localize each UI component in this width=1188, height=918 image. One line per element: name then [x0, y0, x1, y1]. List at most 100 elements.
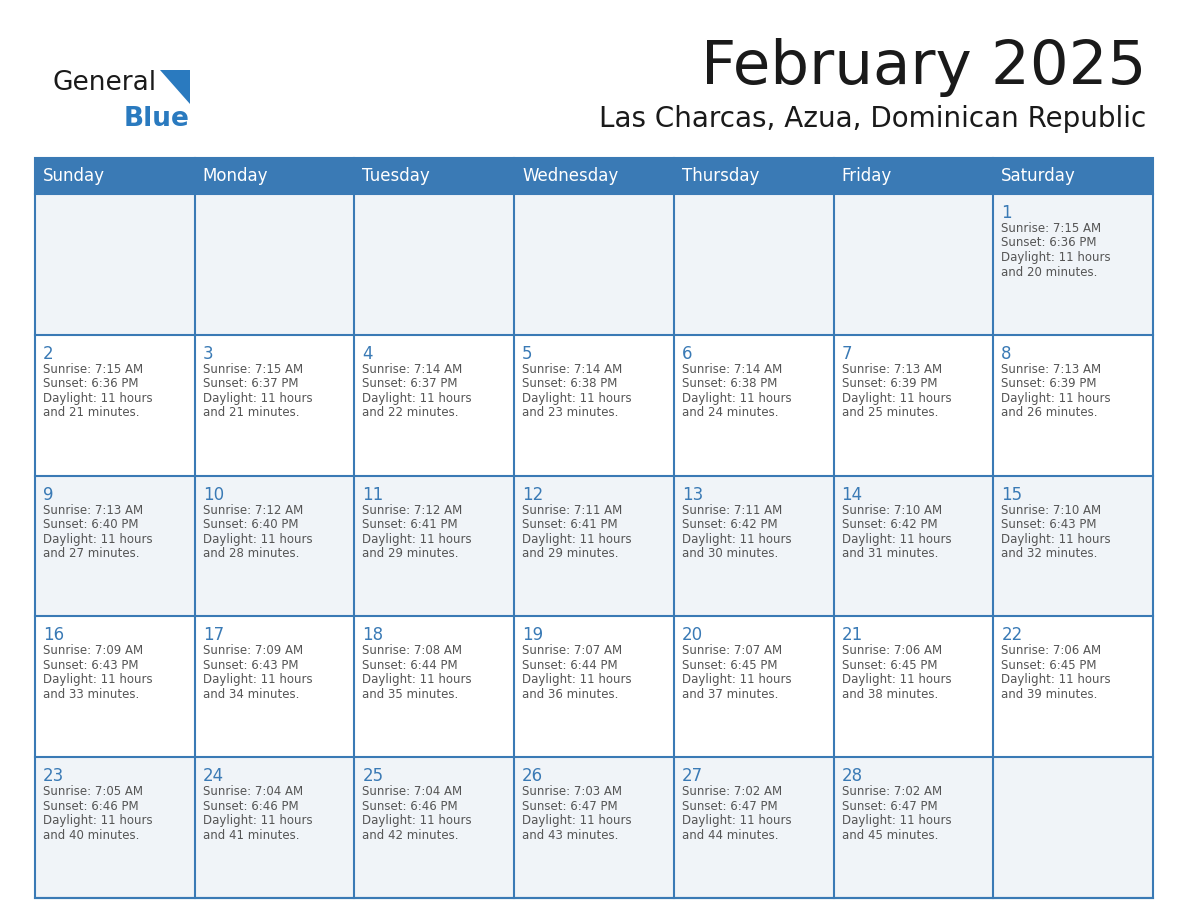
- Text: and 22 minutes.: and 22 minutes.: [362, 407, 459, 420]
- Text: and 23 minutes.: and 23 minutes.: [523, 407, 619, 420]
- Text: and 34 minutes.: and 34 minutes.: [203, 688, 299, 701]
- Text: Tuesday: Tuesday: [362, 167, 430, 185]
- Text: and 29 minutes.: and 29 minutes.: [523, 547, 619, 560]
- Text: Sunrise: 7:15 AM: Sunrise: 7:15 AM: [1001, 222, 1101, 235]
- Text: Daylight: 11 hours: Daylight: 11 hours: [43, 814, 152, 827]
- Text: Sunrise: 7:05 AM: Sunrise: 7:05 AM: [43, 785, 143, 798]
- Bar: [34, 335, 195, 476]
- Text: and 33 minutes.: and 33 minutes.: [43, 688, 139, 701]
- Text: Sunset: 6:44 PM: Sunset: 6:44 PM: [523, 659, 618, 672]
- Text: Daylight: 11 hours: Daylight: 11 hours: [523, 814, 632, 827]
- Text: Thursday: Thursday: [682, 167, 759, 185]
- Text: Daylight: 11 hours: Daylight: 11 hours: [203, 392, 312, 405]
- Text: Daylight: 11 hours: Daylight: 11 hours: [523, 392, 632, 405]
- Text: Daylight: 11 hours: Daylight: 11 hours: [682, 532, 791, 545]
- Bar: [34, 476, 195, 616]
- Bar: [834, 335, 993, 476]
- Text: 20: 20: [682, 626, 703, 644]
- Text: 8: 8: [1001, 345, 1012, 363]
- Text: Sunset: 6:45 PM: Sunset: 6:45 PM: [682, 659, 777, 672]
- Text: and 20 minutes.: and 20 minutes.: [1001, 265, 1098, 278]
- Bar: [514, 335, 674, 476]
- Text: and 29 minutes.: and 29 minutes.: [362, 547, 459, 560]
- Text: Sunset: 6:47 PM: Sunset: 6:47 PM: [841, 800, 937, 812]
- Text: 25: 25: [362, 767, 384, 785]
- Text: 24: 24: [203, 767, 223, 785]
- Text: 10: 10: [203, 486, 223, 504]
- Text: Sunset: 6:45 PM: Sunset: 6:45 PM: [841, 659, 937, 672]
- Text: Daylight: 11 hours: Daylight: 11 hours: [203, 674, 312, 687]
- Text: Wednesday: Wednesday: [523, 167, 619, 185]
- Text: Sunrise: 7:09 AM: Sunrise: 7:09 AM: [43, 644, 143, 657]
- Text: and 37 minutes.: and 37 minutes.: [682, 688, 778, 701]
- Text: Sunset: 6:40 PM: Sunset: 6:40 PM: [43, 518, 139, 532]
- Text: Sunrise: 7:09 AM: Sunrise: 7:09 AM: [203, 644, 303, 657]
- Text: Daylight: 11 hours: Daylight: 11 hours: [1001, 674, 1111, 687]
- Text: Sunrise: 7:13 AM: Sunrise: 7:13 AM: [43, 504, 143, 517]
- Bar: [354, 194, 514, 335]
- Text: and 26 minutes.: and 26 minutes.: [1001, 407, 1098, 420]
- Text: and 35 minutes.: and 35 minutes.: [362, 688, 459, 701]
- Text: Daylight: 11 hours: Daylight: 11 hours: [682, 814, 791, 827]
- Text: Sunset: 6:36 PM: Sunset: 6:36 PM: [43, 377, 139, 390]
- Text: Daylight: 11 hours: Daylight: 11 hours: [203, 532, 312, 545]
- Text: Daylight: 11 hours: Daylight: 11 hours: [841, 532, 952, 545]
- Text: and 31 minutes.: and 31 minutes.: [841, 547, 939, 560]
- Text: Daylight: 11 hours: Daylight: 11 hours: [43, 674, 152, 687]
- Text: Sunrise: 7:07 AM: Sunrise: 7:07 AM: [523, 644, 623, 657]
- Text: Sunrise: 7:10 AM: Sunrise: 7:10 AM: [841, 504, 942, 517]
- Text: and 25 minutes.: and 25 minutes.: [841, 407, 939, 420]
- Text: 6: 6: [682, 345, 693, 363]
- Bar: [354, 757, 514, 898]
- Text: Sunrise: 7:13 AM: Sunrise: 7:13 AM: [841, 363, 942, 375]
- Text: and 40 minutes.: and 40 minutes.: [43, 829, 139, 842]
- Bar: [993, 476, 1154, 616]
- Text: and 28 minutes.: and 28 minutes.: [203, 547, 299, 560]
- Text: Sunset: 6:38 PM: Sunset: 6:38 PM: [682, 377, 777, 390]
- Text: Sunday: Sunday: [43, 167, 105, 185]
- Text: 11: 11: [362, 486, 384, 504]
- Bar: [993, 335, 1154, 476]
- Text: Monday: Monday: [203, 167, 268, 185]
- Text: and 21 minutes.: and 21 minutes.: [203, 407, 299, 420]
- Bar: [195, 757, 354, 898]
- Text: Las Charcas, Azua, Dominican Republic: Las Charcas, Azua, Dominican Republic: [599, 105, 1146, 133]
- Text: Sunrise: 7:07 AM: Sunrise: 7:07 AM: [682, 644, 782, 657]
- Bar: [195, 616, 354, 757]
- Text: Sunset: 6:38 PM: Sunset: 6:38 PM: [523, 377, 618, 390]
- Text: Daylight: 11 hours: Daylight: 11 hours: [523, 674, 632, 687]
- Text: and 39 minutes.: and 39 minutes.: [1001, 688, 1098, 701]
- Text: 26: 26: [523, 767, 543, 785]
- Bar: [514, 476, 674, 616]
- Text: and 36 minutes.: and 36 minutes.: [523, 688, 619, 701]
- Text: Sunset: 6:39 PM: Sunset: 6:39 PM: [841, 377, 937, 390]
- Text: Sunset: 6:46 PM: Sunset: 6:46 PM: [362, 800, 459, 812]
- Text: Sunrise: 7:14 AM: Sunrise: 7:14 AM: [682, 363, 782, 375]
- Text: 13: 13: [682, 486, 703, 504]
- Text: Daylight: 11 hours: Daylight: 11 hours: [841, 814, 952, 827]
- Text: Sunset: 6:47 PM: Sunset: 6:47 PM: [682, 800, 777, 812]
- Text: Friday: Friday: [841, 167, 892, 185]
- Text: Daylight: 11 hours: Daylight: 11 hours: [362, 814, 472, 827]
- Bar: [834, 757, 993, 898]
- Bar: [34, 616, 195, 757]
- Text: 27: 27: [682, 767, 703, 785]
- Bar: [674, 616, 834, 757]
- Bar: [834, 194, 993, 335]
- Text: Daylight: 11 hours: Daylight: 11 hours: [362, 532, 472, 545]
- Text: Sunrise: 7:04 AM: Sunrise: 7:04 AM: [203, 785, 303, 798]
- Bar: [34, 158, 1154, 194]
- Text: Sunset: 6:39 PM: Sunset: 6:39 PM: [1001, 377, 1097, 390]
- Text: Daylight: 11 hours: Daylight: 11 hours: [682, 392, 791, 405]
- Text: Sunset: 6:45 PM: Sunset: 6:45 PM: [1001, 659, 1097, 672]
- Bar: [674, 194, 834, 335]
- Bar: [993, 757, 1154, 898]
- Text: and 44 minutes.: and 44 minutes.: [682, 829, 778, 842]
- Text: Sunset: 6:37 PM: Sunset: 6:37 PM: [203, 377, 298, 390]
- Text: 18: 18: [362, 626, 384, 644]
- Text: Blue: Blue: [124, 106, 190, 132]
- Text: Sunrise: 7:10 AM: Sunrise: 7:10 AM: [1001, 504, 1101, 517]
- Bar: [514, 616, 674, 757]
- Text: Sunrise: 7:13 AM: Sunrise: 7:13 AM: [1001, 363, 1101, 375]
- Polygon shape: [160, 70, 190, 104]
